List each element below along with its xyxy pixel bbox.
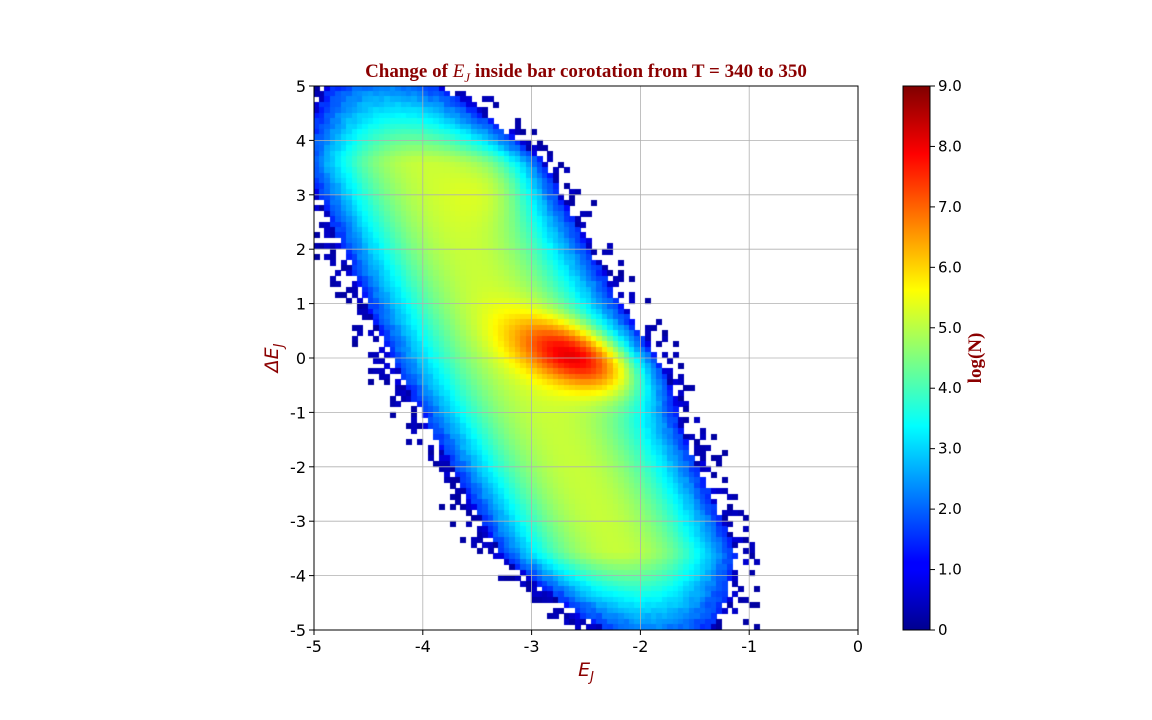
chart-title: Change of EJ inside bar corotation from … — [365, 61, 807, 85]
y-axis-ticks: -5 -4 -3 -2 -1 0 1 2 3 4 5 — [290, 77, 314, 640]
colorbar-tick-label: 4.0 — [938, 379, 962, 397]
colorbar-tick-label: 6.0 — [938, 258, 962, 276]
x-axis-ticks: -5 -4 -3 -2 -1 0 — [306, 630, 863, 656]
colorbar-ticks: 0 1.0 2.0 3.0 4.0 5.0 6.0 7.0 8.0 9.0 — [930, 77, 962, 639]
y-tick-label: 5 — [296, 77, 306, 96]
x-tick-label: 0 — [853, 637, 863, 656]
y-tick-label: -3 — [290, 512, 306, 531]
y-axis-label: ΔEJ — [261, 343, 287, 374]
y-tick-label: 2 — [296, 240, 306, 259]
y-tick-label: -5 — [290, 621, 306, 640]
colorbar-tick-label: 0 — [938, 621, 948, 639]
colorbar-tick-label: 5.0 — [938, 319, 962, 337]
colorbar-tick-label: 2.0 — [938, 500, 962, 518]
y-tick-label: 1 — [296, 295, 306, 314]
x-tick-label: -1 — [741, 637, 757, 656]
x-tick-label: -5 — [306, 637, 322, 656]
y-tick-label: 0 — [296, 349, 306, 368]
y-tick-label: 4 — [296, 131, 306, 150]
colorbar-tick-label: 9.0 — [938, 77, 962, 95]
colorbar-label: log(N) — [965, 333, 986, 384]
x-tick-label: -3 — [524, 637, 540, 656]
x-axis-label: EJ — [578, 659, 594, 685]
colorbar-tick-label: 1.0 — [938, 561, 962, 579]
colorbar-tick-label: 7.0 — [938, 198, 962, 216]
y-tick-label: -4 — [290, 567, 306, 586]
colorbar-tick-label: 3.0 — [938, 440, 962, 458]
y-tick-label: 3 — [296, 186, 306, 205]
colorbar-tick-label: 8.0 — [938, 137, 962, 155]
y-tick-label: -2 — [290, 458, 306, 477]
x-tick-label: -4 — [415, 637, 431, 656]
x-tick-label: -2 — [632, 637, 648, 656]
y-tick-label: -1 — [290, 403, 306, 422]
colorbar — [902, 85, 931, 631]
